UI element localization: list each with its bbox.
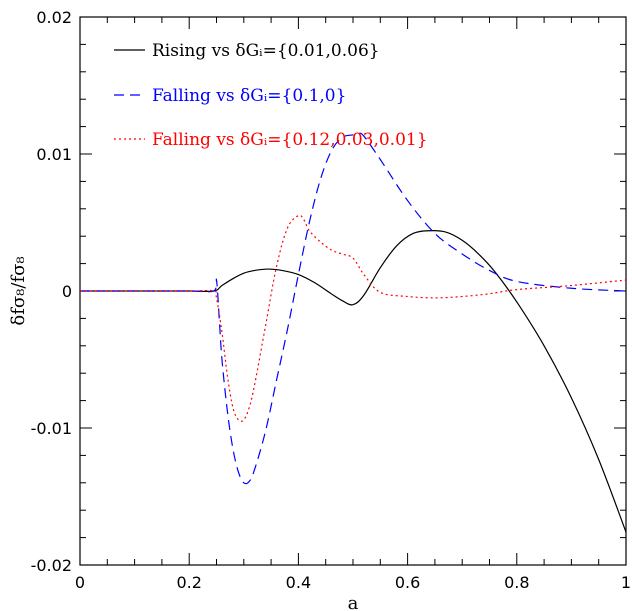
series-line-1 xyxy=(79,230,627,533)
x-tick-label: 0.4 xyxy=(286,573,311,592)
x-tick-label: 0.8 xyxy=(504,573,529,592)
x-tick-label: 0 xyxy=(75,573,85,592)
x-tick-label: 0.6 xyxy=(395,573,420,592)
legend: Rising vs δGᵢ={0.01,0.06} Falling vs δGᵢ=… xyxy=(114,41,428,150)
series-lines xyxy=(79,132,627,533)
axis-ticks xyxy=(79,16,627,566)
y-tick-label: 0.01 xyxy=(36,145,72,164)
y-tick-label: -0.02 xyxy=(31,556,72,575)
x-tick-label: 1 xyxy=(621,573,631,592)
legend-label-3: Falling vs δGᵢ={0.12,0.03,0.01} xyxy=(152,130,428,150)
y-axis-title: δfσ₈/fσ₈ xyxy=(8,256,29,325)
x-tick-label: 0.2 xyxy=(176,573,201,592)
y-tick-label: 0 xyxy=(62,282,72,301)
y-tick-label: 0.02 xyxy=(36,8,72,27)
tick-labels: 0 0.2 0.4 0.6 0.8 1 -0.02 -0.01 0 0.01 0.02 xyxy=(31,8,632,592)
series-line-3 xyxy=(79,214,627,422)
y-tick-label: -0.01 xyxy=(31,419,72,438)
legend-label-1: Rising vs δGᵢ={0.01,0.06} xyxy=(152,41,380,61)
x-axis-title: a xyxy=(348,593,359,611)
legend-label-2: Falling vs δGᵢ={0.1,0} xyxy=(152,86,346,106)
series-line-2 xyxy=(79,132,627,485)
